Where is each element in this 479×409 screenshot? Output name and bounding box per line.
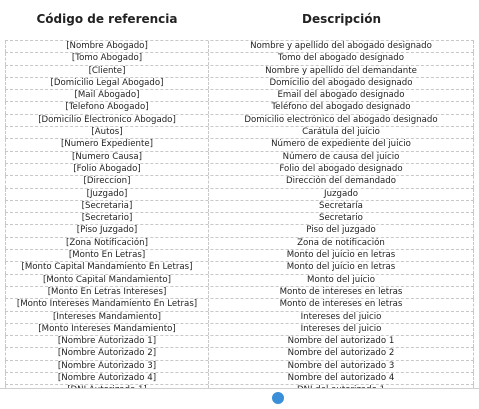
reference-code: [Intereses Mandamiento] [5, 311, 209, 323]
reference-code: [Monto En Letras] [5, 250, 209, 262]
table-row: [Monto Intereses Mandamiento] Intereses d… [5, 322, 474, 336]
reference-code: [Piso Juzgado] [5, 225, 209, 237]
scroll-handle[interactable] [272, 392, 284, 404]
reference-code: [Numero Causa] [5, 151, 209, 163]
description: Dirección del demandado [209, 176, 474, 188]
reference-code: [Nombre Autorizado 4] [5, 373, 209, 385]
description: Nombre del autorizado 3 [209, 360, 474, 373]
description: Secretaría [209, 200, 474, 213]
reference-code: [Secretario] [5, 213, 209, 225]
table-row: [Secretaria] Secretaría [5, 199, 474, 213]
table-row: [Intereses Mandamiento] Intereses del jui… [5, 310, 474, 323]
table-row: [Juzgado] Juzgado [5, 187, 474, 200]
table-row: [Monto En Letras Intereses] Monto de inte… [5, 285, 474, 299]
table-row: [Mail Abogado] Email del abogado designad… [5, 89, 474, 102]
reference-code: [Monto Intereses Mandamiento] [5, 323, 209, 336]
table-row: [Domicilio Legal Abogado] Domicilio del a… [5, 76, 474, 90]
description: Domicilio electrónico del abogado design… [209, 114, 474, 127]
reference-code: [DNI Autorizado 1] [5, 385, 209, 388]
reference-code: [Juzgado] [5, 188, 209, 200]
reference-code: [Nombre Abogado] [5, 41, 209, 53]
table-row: [Cliente] Nombre y apellido del demandant… [5, 64, 474, 77]
description: Carátula del juicio [209, 127, 474, 139]
description: Teléfono del abogado designado [209, 102, 474, 114]
reference-code: [Direccion] [5, 176, 209, 188]
reference-code: [Folio Abogado] [5, 163, 209, 176]
table-row: [DNI Autorizado 1]DNI del autorizado 1 [5, 384, 474, 388]
description: Nombre y apellido del demandante [209, 65, 474, 77]
reference-code: [Monto Capital Mandamiento] [5, 274, 209, 286]
description: Tomo del abogado designado [209, 53, 474, 65]
table-row: [Secretario] Secretario [5, 212, 474, 225]
table-row: [Nombre Abogado] Nombre y apellido del ab… [5, 40, 474, 53]
table-row: [Telefono Abogado] Teléfono del abogado d… [5, 101, 474, 114]
description: Piso del juzgado [209, 225, 474, 237]
description: Nombre del autorizado 1 [209, 336, 474, 348]
table-row: [Autos] Carátula del juicio [5, 126, 474, 139]
table-row: [Piso Juzgado] Piso del juzgado [5, 224, 474, 237]
reference-code: [Secretaria] [5, 200, 209, 213]
description: Intereses del juicio [209, 323, 474, 336]
reference-code: [Nombre Autorizado 1] [5, 336, 209, 348]
description: Intereses del juicio [209, 311, 474, 323]
reference-code: [Nombre Autorizado 2] [5, 348, 209, 360]
reference-code: [Tomo Abogado] [5, 53, 209, 65]
table-row: [Tomo Abogado] Tomo del abogado designado [5, 52, 474, 65]
column-header: Descripción [302, 12, 381, 26]
table-row: [Numero Causa] Número de causa del juicio [5, 150, 474, 163]
description: Monto de intereses en letras [209, 299, 474, 311]
scroll-bar [0, 388, 479, 409]
table-row: [Nombre Autorizado 3] Nombre del autoriza… [5, 359, 474, 373]
table-row: [Nombre Autorizado 2] Nombre del autoriza… [5, 347, 474, 360]
reference-code: [Cliente] [5, 65, 209, 77]
reference-code: [Telefono Abogado] [5, 102, 209, 114]
table-row: [Numero Expediente] Número de expediente … [5, 138, 474, 151]
description: Juzgado [209, 188, 474, 200]
table-row: [Monto Intereses Mandamiento En Letras] M… [5, 298, 474, 311]
description: Nombre del autorizado 4 [209, 373, 474, 385]
table-row: [Folio Abogado] Folio del abogado designa… [5, 162, 474, 176]
description: Email del abogado designado [209, 90, 474, 102]
table-row: [Monto En Letras] Monto del juicio en let… [5, 249, 474, 262]
table-row: [Zona Notificación] Zona de notificación [5, 236, 474, 250]
table-row: [Domicilio Electronico Abogado] Domicilio… [5, 113, 474, 127]
reference-code: [Autos] [5, 127, 209, 139]
reference-code: [Zona Notificación] [5, 237, 209, 250]
description: Número de expediente del juicio [209, 139, 474, 151]
description: Monto de intereses en letras [209, 286, 474, 299]
reference-code: [Domicilio Legal Abogado] [5, 77, 209, 90]
description: Número de causa del juicio [209, 151, 474, 163]
table: [Nombre Abogado] Nombre y apellido del ab… [5, 40, 474, 388]
table-row: [Monto Capital Mandamiento En Letras] Mon… [5, 261, 474, 274]
description: Domicilio del abogado designado [209, 77, 474, 90]
reference-code: [Numero Expediente] [5, 139, 209, 151]
description: DNI del autorizado 1 [209, 385, 474, 388]
reference-code: [Domicilio Electronico Abogado] [5, 114, 209, 127]
description: Nombre del autorizado 2 [209, 348, 474, 360]
description: Monto del juicio [209, 274, 474, 286]
table-row: [Monto Capital Mandamiento] Monto del jui… [5, 273, 474, 286]
description: Folio del abogado designado [209, 163, 474, 176]
reference-code: [Monto Intereses Mandamiento En Letras] [5, 299, 209, 311]
column-header: Código de referencia [36, 12, 178, 26]
description: Monto del juicio en letras [209, 262, 474, 274]
description: Nombre y apellido del abogado designado [209, 41, 474, 53]
table-row: [Nombre Autorizado 1] Nombre del autoriza… [5, 335, 474, 348]
reference-code: [Mail Abogado] [5, 90, 209, 102]
reference-code: [Monto En Letras Intereses] [5, 286, 209, 299]
description: Monto del juicio en letras [209, 250, 474, 262]
description: Secretario [209, 213, 474, 225]
reference-code: [Nombre Autorizado 3] [5, 360, 209, 373]
table-row: [Nombre Autorizado 4] Nombre del autoriza… [5, 372, 474, 385]
reference-code: [Monto Capital Mandamiento En Letras] [5, 262, 209, 274]
description: Zona de notificación [209, 237, 474, 250]
table-row: [Direccion] Dirección del demandado [5, 175, 474, 188]
